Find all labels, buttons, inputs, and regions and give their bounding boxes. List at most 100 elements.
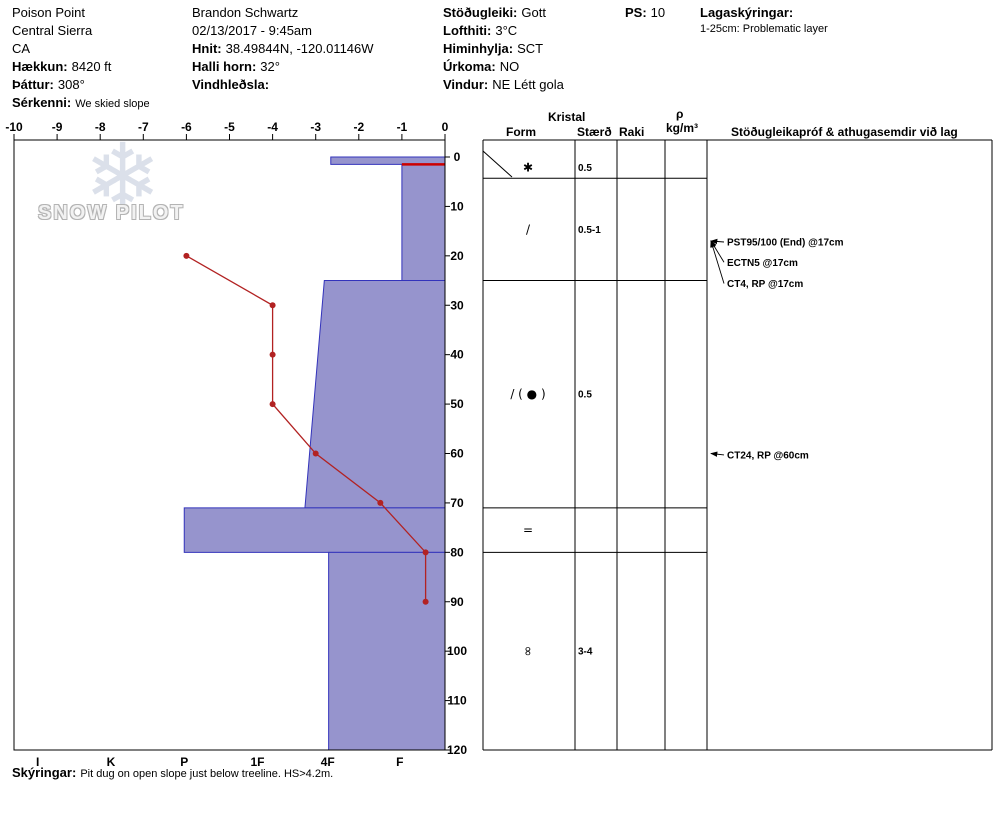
footer-label: Skýringar: [12,765,77,780]
wind-value: NE Létt gola [492,77,564,92]
x-axis-tick-label: -4 [267,120,278,134]
x-axis-tick-label: -6 [181,120,192,134]
coords-value: 38.49844N, -120.01146W [225,41,374,56]
stability-line: Stöðugleiki: Gott [443,4,564,22]
depth-tick-label: 60 [450,447,464,461]
windloading-label: Vindhleðsla: [192,77,270,92]
grain-size-value: 0.5-1 [578,225,601,236]
temperature-point [183,252,190,259]
feature-line: Sérkenni: We skied slope [12,94,150,113]
grain-size-value: 0.5 [578,163,592,174]
site-name: Poison Point [12,5,85,20]
col-header-moisture: Raki [619,125,645,139]
x-axis-tick-label: -10 [5,120,23,134]
test-annotation: ECTN5 @17cm [727,258,798,269]
snowpilot-watermark: ❄ SNOW PILOT [38,132,218,250]
depth-tick-label: 70 [450,496,464,510]
test-annotation: PST95/100 (End) @17cm [727,237,844,248]
layer-notes-label: Lagaskýringar: [700,4,828,22]
site-info-block: Poison Point Central Sierra CA Hækkun: 84… [12,4,150,113]
x-axis-tick-label: -7 [138,120,149,134]
col-header-density-symbol: ρ [676,107,684,121]
grain-form-symbol: = [523,523,533,537]
airtemp-value: 3°C [495,23,518,38]
temperature-point [269,302,276,309]
col-header-kristal: Kristal [548,110,586,124]
hardness-label: P [180,755,188,769]
grain-size-value: 3-4 [578,647,593,658]
hardness-label: F [396,755,403,769]
hardness-label: I [36,755,39,769]
aspect-label: Þáttur: [12,77,54,92]
temperature-point [422,598,429,605]
grain-form-symbol: ✱ [523,161,533,175]
annotation-arrow [710,451,725,457]
feature-value: We skied slope [75,98,150,110]
annotation-arrow [710,240,725,263]
snow-layer [401,163,446,282]
precip-label: Úrkoma: [443,59,496,74]
temperature-point [269,401,276,408]
depth-tick-label: 80 [450,545,464,559]
depth-tick-label: 10 [450,199,464,213]
wind-line: Vindur: NE Létt gola [443,76,564,94]
feature-label: Sérkenni: [12,95,72,110]
hardness-label: 1F [251,755,265,769]
slope-angle-label: Halli horn: [192,59,257,74]
snowflake-icon: ❄ [84,124,162,231]
ps-label: PS: [625,5,647,20]
slope-angle-line: Halli horn: 32° [192,58,374,76]
coords-line: Hnit: 38.49844N, -120.01146W [192,40,374,58]
x-axis-tick-label: -8 [95,120,106,134]
depth-tick-label: 50 [450,397,464,411]
snow-layer [304,280,446,509]
grain-size-value: 0.5 [578,390,592,401]
footer-text: Pit dug on open slope just below treelin… [80,768,334,780]
ps-value: 10 [650,5,666,20]
sky-line: Himinhylja: SCT [443,40,564,58]
surface-slope-line [482,150,513,178]
wind-label: Vindur: [443,77,489,92]
sky-label: Himinhylja: [443,41,514,56]
test-annotation: CT24, RP @60cm [727,450,809,461]
site-region: Central Sierra [12,23,93,38]
layer-notes-value: 1-25cm: Problematic layer [700,23,828,35]
precip-line: Úrkoma: NO [443,58,564,76]
elevation-value: 8420 ft [71,59,112,74]
depth-tick-label: 120 [447,743,467,757]
snow-layer [328,551,446,751]
depth-tick-label: 90 [450,595,464,609]
temperature-point [422,549,429,556]
grain-form-symbol: / ( ● ) [510,387,545,401]
grain-form-symbol: ∞ [520,646,535,657]
test-annotation: CT4, RP @17cm [727,279,803,290]
elevation-line: Hækkun: 8420 ft [12,58,150,76]
x-axis-tick-label: -3 [310,120,321,134]
x-axis-tick-label: 0 [442,120,449,134]
observation-datetime: 02/13/2017 - 9:45am [192,23,312,38]
depth-tick-label: 40 [450,348,464,362]
precip-value: NO [499,59,520,74]
coords-label: Hnit: [192,41,222,56]
annotation-arrow [710,238,725,245]
x-axis-tick-label: -5 [224,120,235,134]
col-header-size: Stærð [577,125,612,139]
observer-info-block: Brandon Schwartz 02/13/2017 - 9:45am Hni… [192,4,374,94]
x-axis-tick-label: -1 [397,120,408,134]
temperature-line [186,255,427,602]
col-header-form: Form [506,125,536,139]
depth-tick-label: 20 [450,249,464,263]
footer-notes: Skýringar: Pit dug on open slope just bel… [12,764,333,782]
site-state: CA [12,41,31,56]
col-header-density-unit: kg/m³ [666,121,699,135]
x-axis-tick-label: -9 [52,120,63,134]
airtemp-label: Lofthiti: [443,23,492,38]
observer-name: Brandon Schwartz [192,5,299,20]
stability-value: Gott [521,5,546,20]
grain-form-symbol: / [526,222,531,236]
temperature-point [312,450,319,457]
slope-angle-value: 32° [260,59,280,74]
col-header-tests: Stöðugleikapróf & athugasemdir við lag [731,125,958,139]
